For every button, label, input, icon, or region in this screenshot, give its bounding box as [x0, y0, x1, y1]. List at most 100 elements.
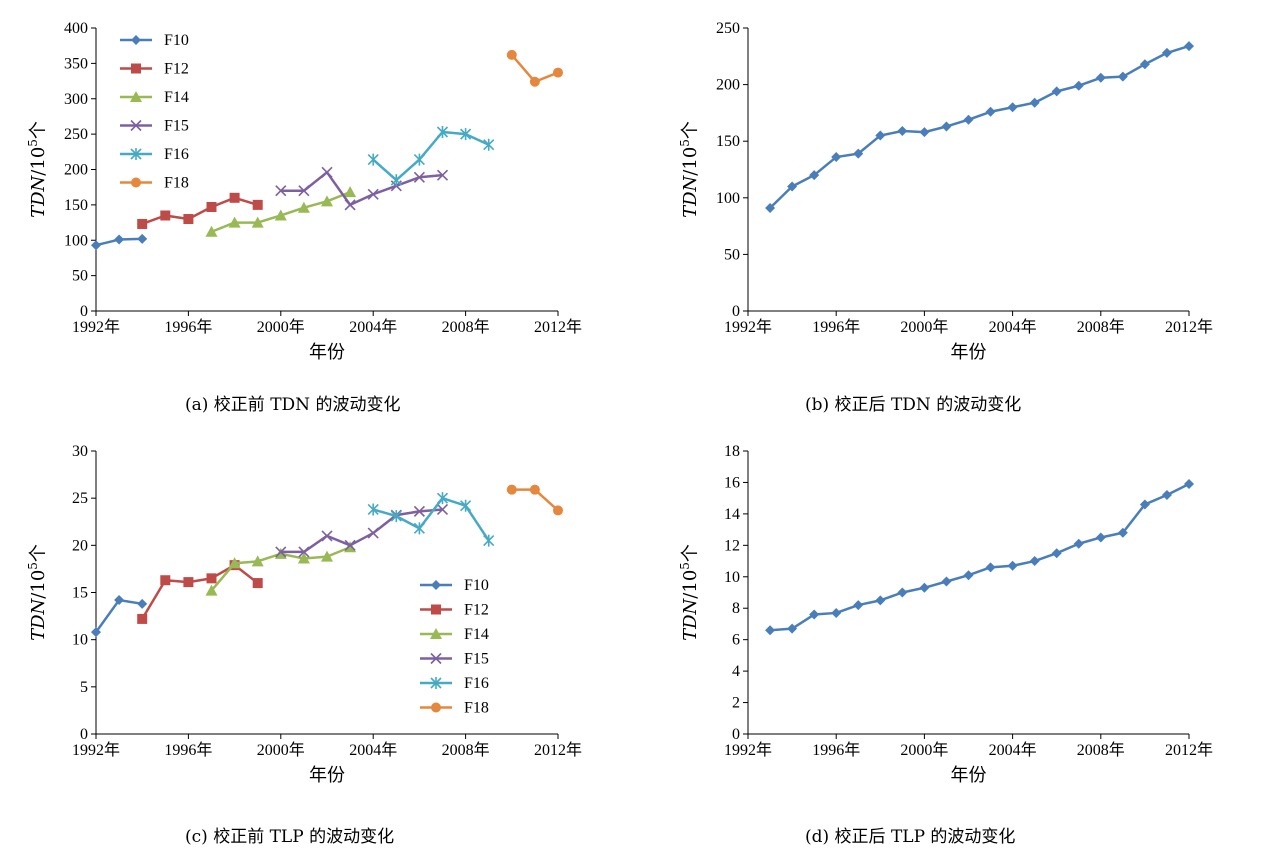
- y-tick-label: 16: [724, 474, 740, 491]
- y-tick-label: 150: [64, 197, 88, 214]
- panel-b-chart: 0 50 100 150 200 250 1992年 1996年 2000年 2004年 2008年…: [678, 20, 1213, 415]
- data-point: [765, 202, 776, 213]
- panel-a-chart: 0 50 100 150 200 250 300 350 400 1992年 1996年 2000年 2…: [26, 20, 582, 415]
- legend-marker: [430, 628, 442, 639]
- data-point: [483, 534, 495, 547]
- y-tick-label: 0: [80, 303, 88, 320]
- data-point: [137, 233, 148, 244]
- y-axis-title-main: TDN: [680, 597, 701, 640]
- data-point: [1139, 59, 1150, 70]
- series-line: [141, 196, 259, 226]
- data-point: [985, 106, 996, 117]
- data-point: [436, 492, 449, 505]
- y-tick-label: 6: [732, 632, 740, 649]
- y-tick-label: 8: [732, 600, 740, 617]
- data-point: [390, 174, 402, 187]
- data-point: [506, 49, 517, 60]
- data-point: [897, 126, 908, 137]
- data-point: [553, 505, 563, 516]
- data-point: [413, 171, 425, 183]
- x-tick-label: 2008年: [1077, 741, 1125, 759]
- data-point: [875, 595, 886, 606]
- x-tick-label: 1996年: [164, 741, 212, 759]
- x-tick-label: 1992年: [724, 741, 772, 759]
- series-f14: [205, 541, 357, 596]
- y-tick-label: 400: [64, 20, 88, 37]
- legend-marker: [130, 119, 142, 132]
- legend-label: F15: [464, 651, 489, 668]
- series-line: [372, 496, 490, 542]
- y-tick-label: 15: [72, 585, 88, 602]
- data-point: [1095, 72, 1106, 83]
- data-point: [321, 530, 333, 542]
- data-point: [436, 126, 449, 139]
- y-tick-label: 25: [72, 490, 88, 507]
- legend-item-f15: F15: [120, 118, 189, 135]
- y-tick-label: 250: [716, 20, 740, 37]
- data-point: [183, 577, 194, 588]
- y-tick-label: 12: [724, 537, 740, 554]
- y-axis-title-unit: /10: [680, 570, 701, 599]
- panel-d-chart: 0 2 4 6 8 10 12 14 16 18 1992年 1996年 2000年 2004年 2008年…: [678, 443, 1213, 847]
- data-point: [413, 522, 425, 535]
- y-tick-label: 5: [80, 679, 88, 696]
- y-tick-label: 350: [64, 55, 88, 72]
- series-f16: [367, 492, 495, 547]
- series-f12: [137, 560, 263, 624]
- legend-label: F10: [164, 32, 189, 49]
- data-point: [298, 185, 310, 197]
- y-tick-label: 50: [724, 246, 740, 263]
- y-axis-title-sup: 5: [678, 139, 692, 147]
- data-point: [1073, 80, 1084, 91]
- series-f10: [91, 595, 148, 638]
- x-tick-label: 1996年: [812, 741, 860, 759]
- data-point: [436, 169, 449, 181]
- y-axis-title-unit: /10: [28, 147, 49, 176]
- x-tick-label: 1996年: [164, 318, 212, 336]
- panel-c-chart: 0 5 10 15 20 25 30 1992年 1996年 2000年 2004年 2008年 201…: [26, 443, 582, 847]
- legend-label: F14: [464, 626, 489, 643]
- legend-marker: [430, 677, 442, 689]
- data-point: [160, 210, 171, 221]
- x-tick-label: 1992年: [72, 741, 120, 759]
- data-point: [460, 128, 472, 141]
- data-point: [252, 199, 263, 210]
- data-point: [809, 609, 820, 620]
- data-point: [91, 240, 101, 251]
- data-point: [137, 598, 148, 609]
- data-point: [252, 578, 263, 589]
- y-axis-title-tail: 个: [680, 121, 701, 139]
- legend-label: F18: [164, 175, 189, 192]
- panel-caption: (d) 校正后 TLP 的波动变化: [805, 827, 1015, 847]
- data-point: [483, 138, 495, 151]
- y-axis-title-main: TDN: [28, 174, 49, 217]
- data-point: [985, 562, 996, 573]
- x-tick-label: 2012年: [534, 741, 582, 759]
- y-axis-title-sup: 5: [26, 139, 40, 147]
- data-point: [298, 546, 310, 558]
- legend-marker: [130, 148, 142, 160]
- series-line: [141, 563, 259, 620]
- data-point: [1184, 479, 1194, 490]
- legend-item-f10: F10: [420, 577, 489, 594]
- data-point: [321, 550, 333, 562]
- y-tick-label: 0: [80, 726, 88, 743]
- data-point: [274, 209, 287, 221]
- y-axis-title-tail: 个: [680, 544, 701, 562]
- y-axis-title-unit: /10: [28, 570, 49, 599]
- y-axis-title: TDN/105个: [678, 544, 701, 641]
- x-tick-label: 2000年: [257, 318, 305, 336]
- legend-item-f16: F16: [120, 146, 189, 163]
- data-point: [91, 627, 101, 638]
- panel-caption: (a) 校正前 TDN 的波动变化: [185, 395, 400, 415]
- y-tick-label: 10: [724, 569, 740, 586]
- data-point: [1029, 556, 1040, 567]
- x-tick-label: 2004年: [349, 741, 397, 759]
- data-point: [831, 152, 842, 163]
- y-tick-label: 200: [716, 77, 740, 94]
- y-tick-label: 150: [716, 133, 740, 150]
- y-tick-label: 50: [72, 268, 88, 285]
- data-point: [553, 67, 563, 78]
- data-point: [137, 613, 148, 624]
- data-point: [460, 499, 472, 512]
